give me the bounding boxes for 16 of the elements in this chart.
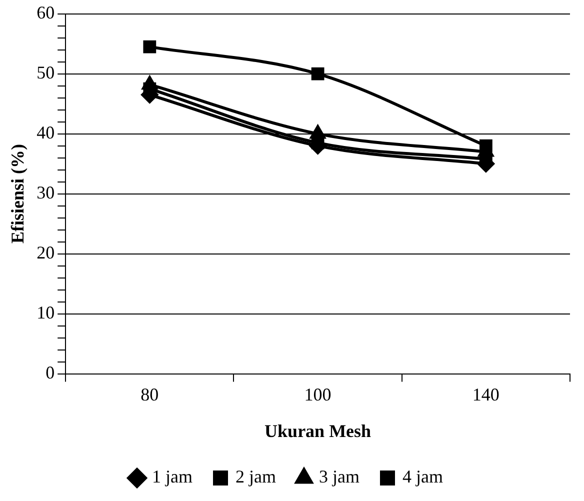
legend-label: 4 jam bbox=[402, 466, 443, 487]
y-tick-label: 10 bbox=[36, 302, 55, 323]
legend-label: 1 jam bbox=[152, 466, 193, 487]
x-axis-title: Ukuran Mesh bbox=[264, 420, 372, 441]
y-tick-label: 40 bbox=[36, 122, 55, 143]
x-tick-label: 80 bbox=[140, 384, 159, 404]
y-axis-title: Efisiensi (%) bbox=[7, 144, 28, 244]
legend-label: 2 jam bbox=[236, 466, 276, 487]
y-tick-label: 30 bbox=[36, 182, 55, 203]
y-tick-label: 20 bbox=[36, 242, 55, 263]
x-tick-label: 140 bbox=[472, 384, 500, 404]
legend-label: 3 jam bbox=[319, 466, 360, 487]
y-tick-label: 60 bbox=[36, 2, 55, 23]
y-tick-label: 0 bbox=[46, 362, 55, 383]
y-tick-label: 50 bbox=[36, 62, 55, 83]
x-tick-label: 100 bbox=[304, 384, 332, 404]
